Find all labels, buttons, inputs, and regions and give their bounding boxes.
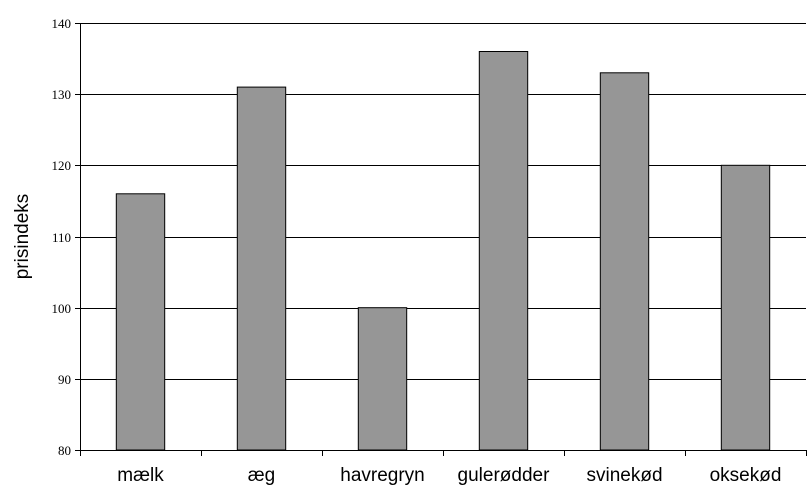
- x-tick-label: gulerødder: [458, 465, 551, 486]
- axes: [80, 23, 806, 451]
- x-tick-label: oksekød: [710, 465, 782, 486]
- x-tick-label: havregryn: [340, 465, 425, 486]
- x-tick-label: svinekød: [586, 465, 662, 486]
- y-tick-label: 110: [52, 230, 71, 245]
- y-tick-labels: 80 90 100 110 120 130 140: [52, 16, 80, 458]
- y-tick-label: 80: [58, 443, 71, 458]
- y-tick-label: 100: [52, 301, 72, 316]
- y-axis-title: prisindeks: [12, 194, 33, 280]
- x-tick-label: æg: [248, 465, 275, 486]
- bar: [478, 51, 529, 451]
- y-tick-label: 130: [52, 87, 72, 102]
- bar: [115, 193, 166, 451]
- y-tick-label: 140: [52, 16, 72, 31]
- bar: [236, 86, 287, 451]
- bars: [115, 51, 771, 451]
- x-tick-label: mælk: [117, 465, 164, 486]
- bar: [720, 164, 771, 451]
- bar: [599, 72, 650, 451]
- y-tick-label: 120: [52, 158, 72, 173]
- bar: [357, 307, 408, 451]
- y-tick-label: 90: [58, 372, 71, 387]
- x-tick-labels: mælk æg havregryn gulerødder svinekød oksekød: [80, 450, 807, 486]
- gridlines: [80, 23, 806, 380]
